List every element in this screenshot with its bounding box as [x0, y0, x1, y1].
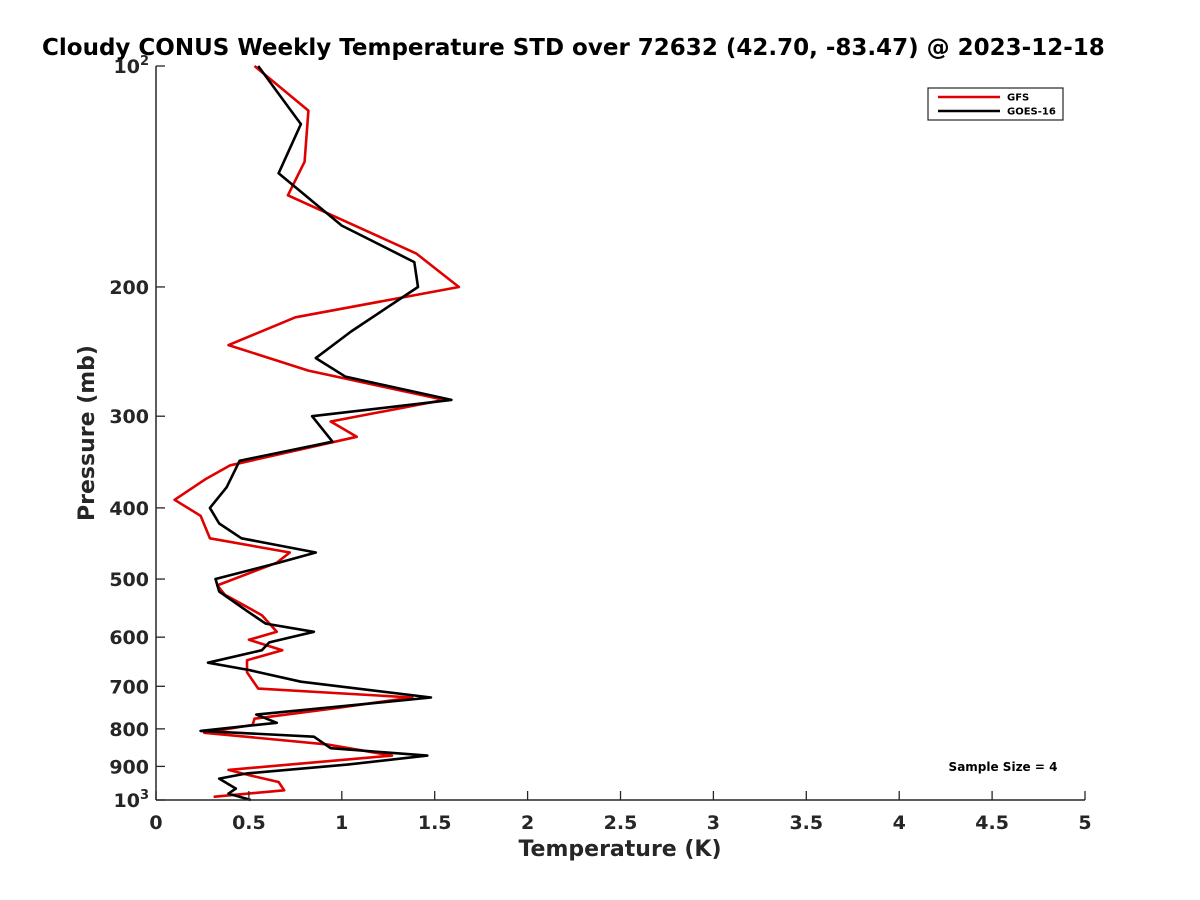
series-line-goes-16: [199, 65, 453, 802]
y-tick-label: 400: [109, 498, 149, 520]
x-tick-label: 4: [893, 812, 906, 834]
x-tick-label: 1.5: [418, 812, 452, 834]
y-axis-label: Pressure (mb): [75, 345, 100, 521]
y-tick-label: 800: [109, 719, 149, 741]
sample-size-annotation: Sample Size = 4: [949, 760, 1058, 774]
x-tick-label: 1: [335, 812, 348, 834]
y-tick-label: 103: [114, 788, 150, 812]
legend: GFS GOES-16: [927, 87, 1064, 121]
y-tick-label: 900: [109, 756, 149, 778]
x-axis-ticks: 0 0.5 1 1.5 2 2.5 3 3.5 4 4.5 5: [149, 791, 1092, 834]
x-tick-label: 4.5: [975, 812, 1009, 834]
y-tick-label: 600: [109, 627, 149, 649]
x-tick-label: 3: [707, 812, 720, 834]
legend-label-goes-16: GOES-16: [1007, 107, 1056, 118]
series-line-gfs: [173, 64, 461, 799]
x-axis-label: Temperature (K): [518, 837, 721, 862]
y-tick-label: 200: [109, 277, 149, 299]
y-tick-label: 500: [109, 569, 149, 591]
x-tick-label: 2.5: [604, 812, 638, 834]
legend-box: [927, 87, 1064, 121]
x-tick-label: 2: [521, 812, 534, 834]
y-tick-label: 102: [114, 54, 150, 78]
x-tick-label: 0: [149, 812, 162, 834]
plot-lines: [173, 64, 461, 802]
chart-title: Cloudy CONUS Weekly Temperature STD over…: [42, 35, 1105, 61]
y-tick-label: 300: [109, 406, 149, 428]
x-tick-label: 0.5: [232, 812, 266, 834]
y-axis-ticks: 102 200 300 400 500 600 700 800 900 103: [109, 54, 165, 812]
x-tick-label: 3.5: [789, 812, 823, 834]
x-tick-label: 5: [1078, 812, 1091, 834]
legend-label-gfs: GFS: [1007, 93, 1029, 104]
y-tick-label: 700: [109, 676, 149, 698]
